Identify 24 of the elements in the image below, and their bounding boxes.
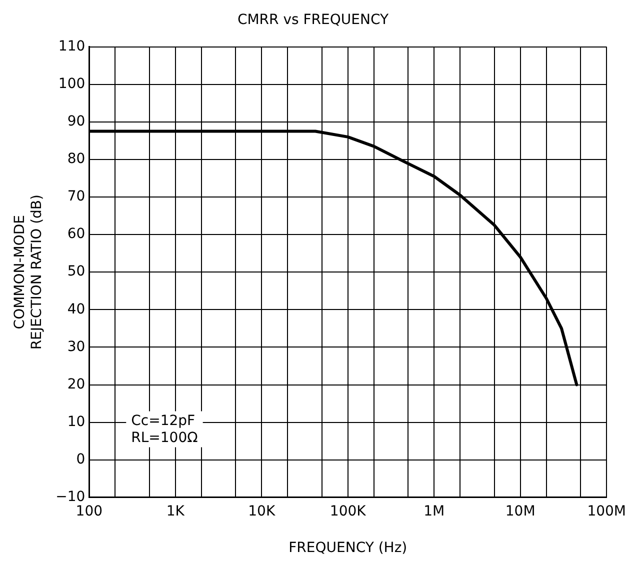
x-tick-label: 1K	[166, 503, 186, 520]
y-tick-label: 110	[58, 38, 86, 54]
annotation: Cc=12pF	[131, 412, 196, 429]
x-tick-label: 100K	[330, 503, 367, 520]
x-axis-title: FREQUENCY (Hz)	[288, 540, 408, 556]
x-tick-label: 1M	[424, 503, 445, 520]
y-tick-label: 100	[58, 76, 86, 92]
y-tick-label: 60	[67, 226, 86, 242]
y-tick-label: 30	[67, 338, 86, 355]
annotation: RL=100Ω	[131, 430, 198, 446]
y-tick-label: 80	[67, 151, 86, 168]
x-tick-label: 100M	[587, 503, 626, 520]
y-tick-label: 50	[67, 264, 86, 280]
y-tick-label: 10	[67, 414, 86, 430]
y-tick-label: 90	[67, 114, 86, 130]
y-tick-label: 0	[76, 451, 86, 468]
x-tick-label: 10K	[248, 503, 276, 520]
y-tick-label: 40	[67, 301, 86, 318]
y-tick-label: 20	[67, 376, 86, 392]
y-axis-title: COMMON-MODE REJECTION RATIO (dB)	[12, 194, 45, 350]
y-tick-label: −10	[56, 489, 86, 506]
x-tick-label: 10M	[505, 503, 536, 520]
chart-title: CMRR vs FREQUENCY	[237, 12, 389, 28]
y-tick-label: 70	[67, 188, 86, 205]
